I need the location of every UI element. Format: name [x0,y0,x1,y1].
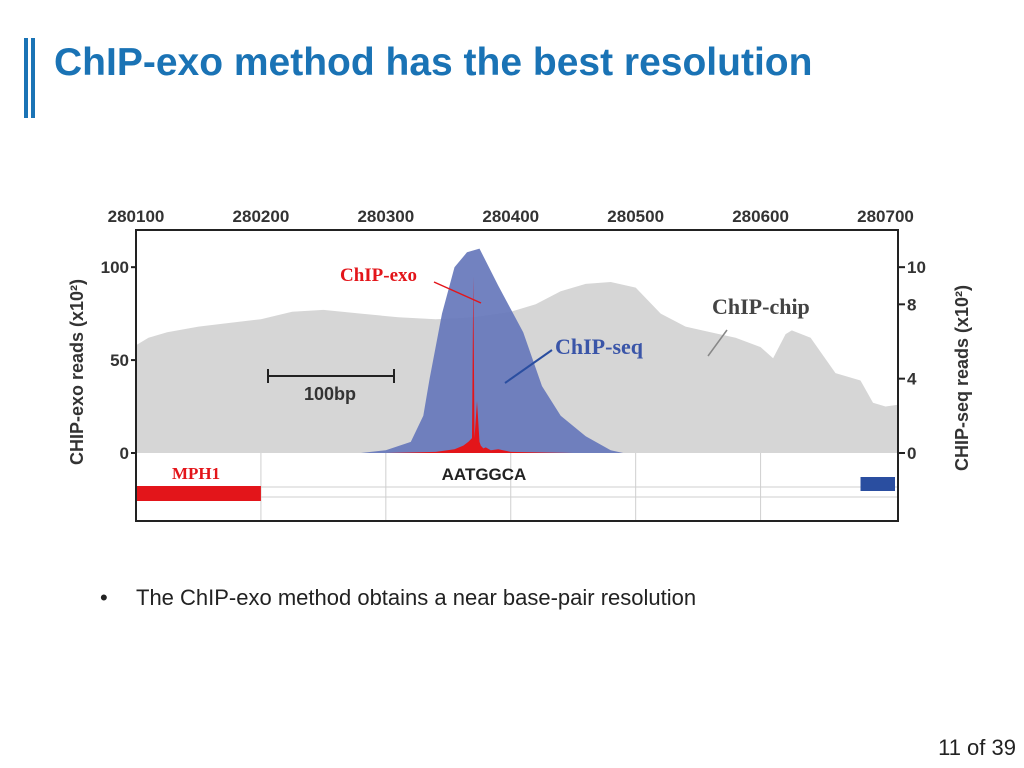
bullet-dot-icon: • [100,585,108,610]
title-accent-bar-left [24,38,28,118]
right-y-tick-label-0: 0 [907,444,916,463]
chip-reads-figure: 280100 280200 280300 280400 280500 28060… [67,207,972,522]
chip-seq-annotation: ChIP-seq [555,334,644,359]
slide-title: ChIP-exo method has the best resolution [54,41,813,84]
left-axis-label: CHIP-exo reads (x10²) [67,279,87,465]
chip-chip-pointer [707,329,728,357]
left-y-tick-label-50: 50 [110,351,129,370]
series-chip-seq-area [360,248,624,453]
right-gene-block [860,477,895,491]
chip-exo-annotation: ChIP-exo [340,265,417,286]
right-y-tick-label-10: 10 [907,258,926,277]
gene-label-mph1: MPH1 [172,464,220,483]
right-y-tick-label-8: 8 [907,295,916,314]
left-y-tick-label-100: 100 [101,258,129,277]
page-number: 11 of 39 [938,735,1016,760]
chip-seq-pointer [504,349,553,384]
x-tick-label-280500: 280500 [607,207,664,226]
left-y-tick-label-0: 0 [120,444,129,463]
bullet-text: The ChIP-exo method obtains a near base-… [136,585,697,610]
scale-bar-label: 100bp [304,384,356,404]
mph1-gene-block [136,486,261,501]
bullet-item: • The ChIP-exo method obtains a near base… [100,585,696,611]
title-accent-bar-right [31,38,35,118]
x-tick-label-280100: 280100 [108,207,165,226]
right-axis-label: CHIP-seq reads (x10²) [952,285,972,471]
x-tick-label-280700: 280700 [857,207,914,226]
scale-bar [267,369,395,383]
chip-exo-pointer [433,281,482,304]
x-tick-label-280300: 280300 [357,207,414,226]
chip-chip-annotation: ChIP-chip [712,294,810,319]
plot-frame [135,229,899,522]
x-tick-label-280600: 280600 [732,207,789,226]
x-tick-label-280400: 280400 [482,207,539,226]
motif-label: AATGGCA [442,465,527,484]
series-layer [136,248,898,453]
x-tick-label-280200: 280200 [233,207,290,226]
right-y-tick-label-4: 4 [907,370,917,389]
